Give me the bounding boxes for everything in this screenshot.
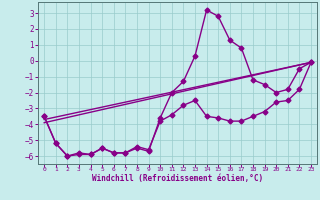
X-axis label: Windchill (Refroidissement éolien,°C): Windchill (Refroidissement éolien,°C) (92, 174, 263, 183)
